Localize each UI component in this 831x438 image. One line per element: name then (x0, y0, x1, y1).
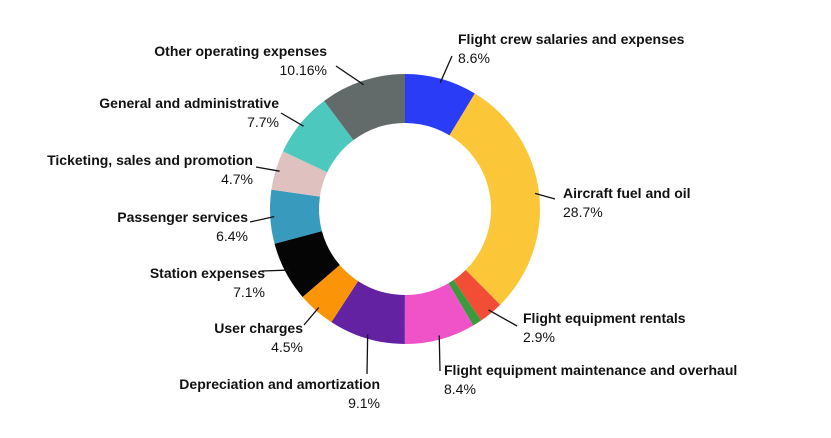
leader-line-9 (255, 166, 280, 172)
leader-lines-layer (249, 55, 556, 375)
slice-value-1: 28.7% (563, 204, 603, 220)
slice-1 (449, 93, 540, 305)
slice-9 (271, 151, 328, 197)
slice-8 (270, 189, 322, 244)
slice-value-2: 2.9% (523, 329, 555, 345)
leader-line-7 (261, 269, 290, 272)
slice-value-9: 4.7% (221, 171, 253, 187)
slice-label-4: Flight equipment maintenance and overhau… (444, 362, 737, 378)
slices-layer (270, 74, 540, 344)
leader-line-6 (303, 307, 320, 326)
slice-4 (404, 283, 474, 344)
slice-label-8: Passenger services (117, 209, 248, 225)
slice-label-1: Aircraft fuel and oil (563, 185, 691, 201)
labels-layer: Flight crew salaries and expenses 8.6% Air… (47, 31, 737, 411)
slice-6 (302, 265, 359, 323)
slice-label-0: Flight crew salaries and expenses (458, 31, 685, 47)
leader-line-5 (366, 334, 369, 375)
slice-5 (331, 281, 405, 344)
slice-label-2: Flight equipment rentals (523, 310, 686, 326)
leader-line-0 (439, 55, 453, 84)
slice-value-10: 7.7% (247, 114, 279, 130)
leader-line-11 (335, 65, 365, 86)
slice-7 (274, 231, 340, 297)
slice-2 (453, 269, 501, 321)
slice-11 (324, 74, 405, 141)
leader-line-2 (488, 309, 518, 327)
slice-value-8: 6.4% (216, 228, 248, 244)
slice-label-10: General and administrative (99, 95, 279, 111)
slice-label-11: Other operating expenses (154, 43, 327, 59)
slice-0 (405, 74, 475, 136)
leader-line-4 (438, 335, 441, 372)
slice-value-0: 8.6% (458, 50, 490, 66)
leader-line-10 (280, 112, 304, 127)
slice-value-4: 8.4% (444, 381, 476, 397)
slice-value-5: 9.1% (348, 395, 380, 411)
slice-3 (448, 280, 482, 326)
leader-line-8 (249, 215, 275, 223)
slice-label-6: User charges (214, 320, 303, 336)
slice-value-6: 4.5% (271, 339, 303, 355)
slice-value-7: 7.1% (233, 284, 265, 300)
leader-line-1 (534, 192, 556, 200)
slice-label-7: Station expenses (150, 265, 265, 281)
slice-10 (282, 100, 354, 173)
slice-label-9: Ticketing, sales and promotion (47, 152, 253, 168)
slice-label-5: Depreciation and amortization (179, 376, 380, 392)
slice-value-11: 10.16% (280, 62, 327, 78)
